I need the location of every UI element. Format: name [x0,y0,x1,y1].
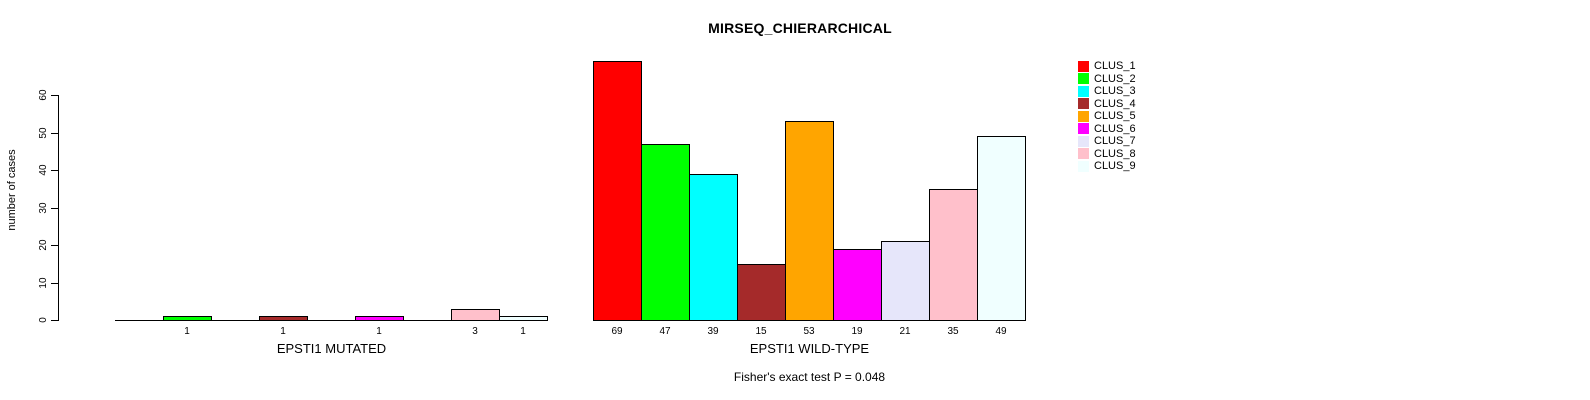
legend: CLUS_1 CLUS_2 CLUS_3 CLUS_4 CLUS_5 CLUS_6 CLUS… [1078,60,1136,173]
legend-item: CLUS_1 [1078,60,1136,73]
legend-swatch [1078,110,1089,122]
bar-value-label: 19 [851,326,863,337]
bar-clus_2 [641,144,690,321]
bar-value-label: 39 [707,326,719,337]
x-axis-group-label-wildtype: EPSTI1 WILD-TYPE [749,341,870,356]
fisher-test-note: Fisher's exact test P = 0.048 [733,370,886,384]
bar-value-label: 53 [803,326,815,337]
bar-value-label: 1 [376,326,382,337]
y-tick-label: 20 [38,239,49,251]
legend-label: CLUS_5 [1094,110,1136,122]
y-axis-label: number of cases [6,149,18,231]
legend-label: CLUS_9 [1094,160,1136,172]
bar-value-label: 15 [755,326,767,337]
legend-label: CLUS_3 [1094,85,1136,97]
bar-clus_9 [499,316,548,321]
bar-clus_4 [259,316,308,321]
chart-title: MIRSEQ_CHIERARCHICAL [708,20,892,36]
bar-clus_1 [593,61,642,321]
bar-clus_6 [833,249,882,321]
legend-item: CLUS_5 [1078,110,1136,123]
x-axis-baseline [115,320,548,321]
bar-value-label: 35 [947,326,959,337]
bar-clus_8 [929,189,978,321]
legend-label: CLUS_7 [1094,135,1136,147]
y-tick-label: 50 [38,127,49,139]
legend-swatch [1078,123,1089,135]
legend-swatch [1078,73,1089,85]
legend-swatch [1078,98,1089,110]
legend-label: CLUS_2 [1094,72,1136,85]
legend-swatch [1078,85,1089,97]
bar-value-label: 3 [472,326,478,337]
y-axis [58,95,59,321]
y-tick-mark [51,95,58,96]
bar-clus_5 [785,121,834,321]
bar-value-label: 1 [520,326,526,337]
y-tick-label: 60 [38,89,49,101]
bar-clus_6 [355,316,404,321]
legend-item: CLUS_7 [1078,135,1136,148]
bar-clus_2 [163,316,212,321]
legend-swatch [1078,135,1089,147]
legend-item: CLUS_8 [1078,148,1136,161]
legend-item: CLUS_6 [1078,123,1136,136]
y-tick-mark [51,133,58,134]
legend-swatch [1078,148,1089,160]
y-tick-mark [51,320,58,321]
y-tick-label: 30 [38,202,49,214]
legend-label: CLUS_1 [1094,60,1136,72]
bar-clus_3 [689,174,738,321]
legend-label: CLUS_8 [1094,147,1136,160]
bar-value-label: 69 [611,326,623,337]
legend-item: CLUS_3 [1078,85,1136,98]
bar-clus_9 [977,136,1026,321]
y-tick-mark [51,283,58,284]
legend-item: CLUS_2 [1078,73,1136,86]
bar-value-label: 1 [184,326,190,337]
bar-value-label: 21 [899,326,911,337]
y-tick-label: 0 [38,317,49,323]
y-tick-label: 40 [38,164,49,176]
bar-clus_8 [451,309,500,321]
x-axis-group-label-mutated: EPSTI1 MUTATED [276,341,387,356]
legend-swatch [1078,60,1089,72]
legend-swatch [1078,160,1089,172]
bar-value-label: 47 [659,326,671,337]
bar-clus_4 [737,264,786,321]
bar-value-label: 49 [995,326,1007,337]
y-tick-mark [51,245,58,246]
bar-value-label: 1 [280,326,286,337]
bar-clus_7 [881,241,930,321]
legend-label: CLUS_6 [1094,122,1136,135]
y-tick-label: 10 [38,277,49,289]
legend-item: CLUS_9 [1078,160,1136,173]
y-tick-mark [51,208,58,209]
y-tick-mark [51,170,58,171]
legend-item: CLUS_4 [1078,98,1136,111]
legend-label: CLUS_4 [1094,97,1136,110]
